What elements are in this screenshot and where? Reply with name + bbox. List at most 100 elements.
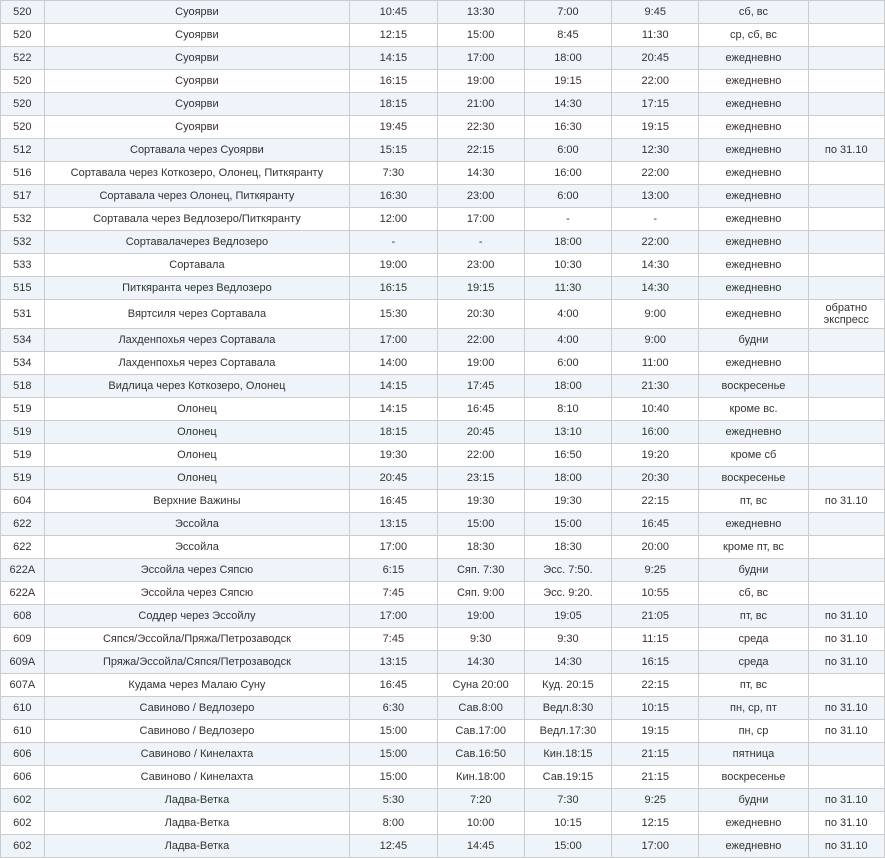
table-cell: 12:45 xyxy=(350,835,437,858)
table-row: 602Ладва-Ветка8:0010:0010:1512:15ежеднев… xyxy=(1,812,885,835)
table-cell: 8:10 xyxy=(524,398,611,421)
table-cell: 14:00 xyxy=(350,352,437,375)
table-cell: Вяртсиля через Сортавала xyxy=(44,300,350,329)
table-cell xyxy=(808,208,884,231)
table-row: 520Суоярви12:1515:008:4511:30ср, сб, вс xyxy=(1,24,885,47)
table-cell: Ведл.17:30 xyxy=(524,720,611,743)
table-cell: Суоярви xyxy=(44,93,350,116)
table-cell: 11:15 xyxy=(612,628,699,651)
table-cell xyxy=(808,231,884,254)
table-cell: Лахденпохья через Сортавала xyxy=(44,352,350,375)
table-cell: 16:45 xyxy=(350,490,437,513)
table-row: 604Верхние Важины16:4519:3019:3022:15пт,… xyxy=(1,490,885,513)
table-cell: Суоярви xyxy=(44,47,350,70)
table-row: 610Савиново / Ведлозеро6:30Сав.8:00Ведл.… xyxy=(1,697,885,720)
table-cell: 19:30 xyxy=(524,490,611,513)
table-row: 519Олонец18:1520:4513:1016:00ежедневно xyxy=(1,421,885,444)
table-cell: Савиново / Кинелахта xyxy=(44,743,350,766)
table-cell: 22:00 xyxy=(612,70,699,93)
table-cell xyxy=(808,93,884,116)
table-cell: 519 xyxy=(1,398,45,421)
table-cell: Ладва-Ветка xyxy=(44,789,350,812)
table-cell: 9:30 xyxy=(524,628,611,651)
table-cell: 19:00 xyxy=(437,605,524,628)
table-row: 607АКудама через Малаю Суну16:45Суна 20:… xyxy=(1,674,885,697)
table-cell: Кин.18:00 xyxy=(437,766,524,789)
table-cell: 6:30 xyxy=(350,697,437,720)
table-cell: 17:00 xyxy=(350,329,437,352)
table-cell: 17:00 xyxy=(350,605,437,628)
table-cell: пн, ср, пт xyxy=(699,697,808,720)
table-cell: Олонец xyxy=(44,444,350,467)
table-cell: - xyxy=(437,231,524,254)
table-row: 622АЭссойла через Сяпсю7:45Сяп. 9:00Эсс.… xyxy=(1,582,885,605)
table-cell: по 31.10 xyxy=(808,139,884,162)
table-cell: 18:30 xyxy=(524,536,611,559)
table-cell: 19:00 xyxy=(437,352,524,375)
table-cell xyxy=(808,162,884,185)
table-cell: Суоярви xyxy=(44,1,350,24)
table-row: 608Соддер через Эссойлу17:0019:0019:0521… xyxy=(1,605,885,628)
table-cell xyxy=(808,24,884,47)
table-cell: 15:00 xyxy=(350,766,437,789)
table-cell: 14:15 xyxy=(350,375,437,398)
table-cell: 10:30 xyxy=(524,254,611,277)
table-row: 512Сортавала через Суоярви15:1522:156:00… xyxy=(1,139,885,162)
table-cell: 9:30 xyxy=(437,628,524,651)
table-cell: 8:00 xyxy=(350,812,437,835)
table-cell xyxy=(808,536,884,559)
table-cell: 519 xyxy=(1,444,45,467)
table-cell: 7:20 xyxy=(437,789,524,812)
table-cell xyxy=(808,375,884,398)
table-cell: 16:15 xyxy=(350,277,437,300)
table-cell: 520 xyxy=(1,93,45,116)
table-cell: Кудама через Малаю Суну xyxy=(44,674,350,697)
table-cell: 520 xyxy=(1,116,45,139)
table-cell: 13:30 xyxy=(437,1,524,24)
table-cell xyxy=(808,1,884,24)
table-cell: - xyxy=(612,208,699,231)
table-cell: ежедневно xyxy=(699,300,808,329)
table-cell: 16:45 xyxy=(437,398,524,421)
table-cell: 16:30 xyxy=(350,185,437,208)
table-cell: Сав.16:50 xyxy=(437,743,524,766)
table-cell: 12:15 xyxy=(612,812,699,835)
table-cell: 15:00 xyxy=(350,743,437,766)
table-cell: 610 xyxy=(1,720,45,743)
table-cell: по 31.10 xyxy=(808,697,884,720)
table-cell: 23:00 xyxy=(437,254,524,277)
table-row: 531Вяртсиля через Сортавала15:3020:304:0… xyxy=(1,300,885,329)
table-row: 622АЭссойла через Сяпсю6:15Сяп. 7:30Эсс.… xyxy=(1,559,885,582)
table-cell: 17:45 xyxy=(437,375,524,398)
table-cell: Ладва-Ветка xyxy=(44,835,350,858)
table-cell xyxy=(808,254,884,277)
table-cell: 602 xyxy=(1,789,45,812)
table-cell: 607А xyxy=(1,674,45,697)
table-cell: 516 xyxy=(1,162,45,185)
table-cell: ежедневно xyxy=(699,513,808,536)
table-cell: 519 xyxy=(1,467,45,490)
table-cell: Пряжа/Эссойла/Сяпся/Петрозаводск xyxy=(44,651,350,674)
table-cell: 10:45 xyxy=(350,1,437,24)
table-cell: 19:15 xyxy=(524,70,611,93)
table-row: 520Суоярви16:1519:0019:1522:00ежедневно xyxy=(1,70,885,93)
table-cell: 7:30 xyxy=(524,789,611,812)
table-cell: 14:30 xyxy=(437,651,524,674)
table-cell: Эссойла через Сяпсю xyxy=(44,582,350,605)
table-cell: Эсс. 7:50. xyxy=(524,559,611,582)
table-cell: 20:30 xyxy=(612,467,699,490)
table-cell: 13:00 xyxy=(612,185,699,208)
table-cell: 522 xyxy=(1,47,45,70)
table-cell: 21:15 xyxy=(612,743,699,766)
table-cell: 515 xyxy=(1,277,45,300)
table-cell: 19:15 xyxy=(612,720,699,743)
table-row: 532Сортавала через Ведлозеро/Питкяранту1… xyxy=(1,208,885,231)
table-cell: 13:10 xyxy=(524,421,611,444)
table-cell: среда xyxy=(699,628,808,651)
table-cell: Сав.19:15 xyxy=(524,766,611,789)
table-cell: 15:00 xyxy=(437,24,524,47)
table-row: 534Лахденпохья через Сортавала17:0022:00… xyxy=(1,329,885,352)
table-cell: 609А xyxy=(1,651,45,674)
table-cell: сб, вс xyxy=(699,1,808,24)
table-row: 516Сортавала через Коткозеро, Олонец, Пи… xyxy=(1,162,885,185)
